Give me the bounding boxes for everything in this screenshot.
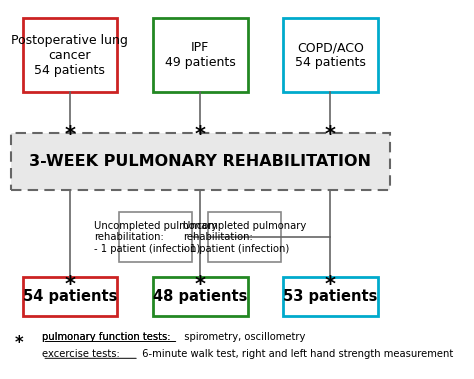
Text: 3-WEEK PULMONARY REHABILITATION: 3-WEEK PULMONARY REHABILITATION: [29, 154, 371, 169]
Text: COPD/ACO
54 patients: COPD/ACO 54 patients: [295, 41, 366, 69]
FancyBboxPatch shape: [11, 133, 390, 190]
Text: 53 patients: 53 patients: [283, 289, 378, 304]
FancyBboxPatch shape: [23, 18, 117, 92]
Text: pulmonary function tests:: pulmonary function tests:: [42, 332, 171, 342]
Text: *: *: [195, 125, 206, 146]
FancyBboxPatch shape: [153, 277, 247, 316]
FancyBboxPatch shape: [23, 277, 117, 316]
Text: *: *: [64, 275, 75, 295]
Text: excercise tests:: excercise tests:: [42, 349, 120, 359]
Text: IPF
49 patients: IPF 49 patients: [165, 41, 236, 69]
Text: *: *: [325, 125, 336, 146]
Text: Postoperative lung
cancer
54 patients: Postoperative lung cancer 54 patients: [11, 34, 128, 77]
Text: *: *: [195, 275, 206, 295]
Text: Uncompleted pulmonary
rehabilitation:
- 1 patient (infection): Uncompleted pulmonary rehabilitation: - …: [183, 221, 306, 254]
Text: *: *: [325, 275, 336, 295]
Text: *: *: [14, 334, 23, 352]
FancyBboxPatch shape: [283, 277, 378, 316]
Text: pulmonary function tests:: pulmonary function tests:: [42, 332, 171, 342]
FancyBboxPatch shape: [119, 212, 192, 262]
Text: Uncompleted pulmonary
rehabilitation:
- 1 patient (infection): Uncompleted pulmonary rehabilitation: - …: [94, 221, 218, 254]
Text: *: *: [64, 125, 75, 146]
Text: spirometry, oscillometry: spirometry, oscillometry: [179, 332, 306, 342]
Text: 48 patients: 48 patients: [153, 289, 247, 304]
FancyBboxPatch shape: [153, 18, 247, 92]
Text: 6-minute walk test, right and left hand strength measurement: 6-minute walk test, right and left hand …: [139, 349, 453, 359]
FancyBboxPatch shape: [208, 212, 281, 262]
Text: 54 patients: 54 patients: [23, 289, 117, 304]
FancyBboxPatch shape: [283, 18, 378, 92]
